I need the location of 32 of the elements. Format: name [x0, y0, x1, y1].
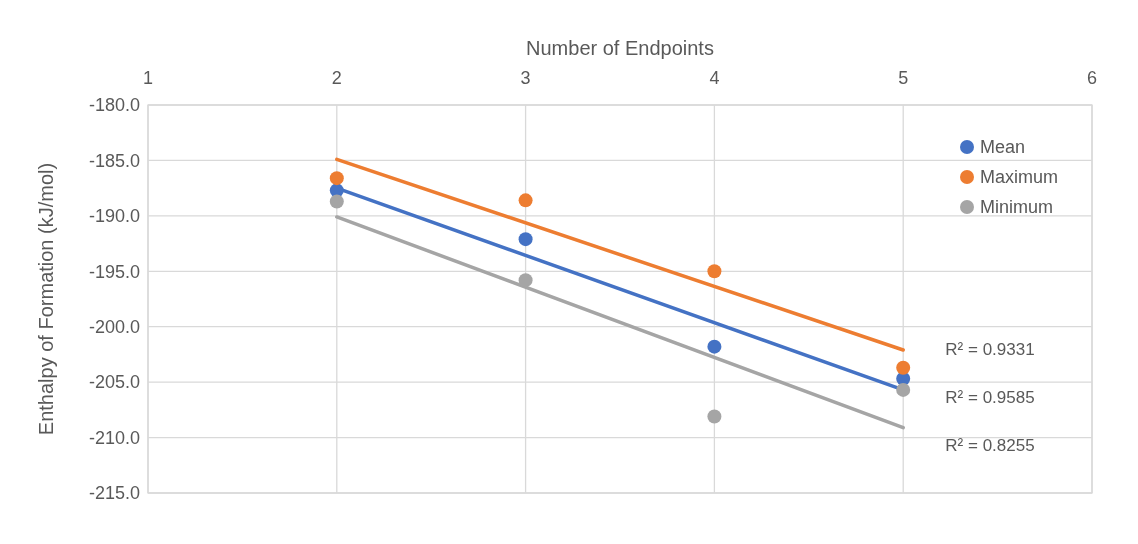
y-tick-label: -200.0	[88, 317, 140, 338]
annotation: R² = 0.9331	[945, 339, 1035, 359]
point	[707, 339, 722, 354]
point	[896, 360, 911, 375]
point	[329, 171, 344, 186]
y-tick-label: -215.0	[88, 483, 140, 504]
point	[896, 382, 911, 397]
x-tick-label: 3	[520, 68, 531, 88]
x-tick-label: 5	[898, 68, 909, 88]
x-tick-label: 4	[709, 68, 720, 88]
y-tick-label: -205.0	[88, 372, 140, 393]
legend-label: Minimum	[980, 197, 1054, 218]
point	[518, 232, 533, 247]
y-tick-label: -180.0	[88, 95, 140, 116]
point	[518, 273, 533, 288]
annotation: R² = 0.9585	[945, 387, 1035, 407]
x-tick-label: 6	[1086, 68, 1098, 88]
y-tick-label: -185.0	[88, 150, 140, 171]
x-axis-title: Number of Endpoints	[526, 37, 714, 59]
y-axis-title: Enthalpy of Formation (kJ/mol)	[35, 162, 57, 436]
point	[707, 409, 722, 424]
legend-label: Maximum	[980, 167, 1059, 188]
x-tick-label: 2	[331, 68, 342, 88]
point	[707, 264, 722, 279]
legend-label: Mean	[980, 137, 1026, 158]
point	[518, 193, 533, 208]
y-tick-label: -190.0	[88, 206, 140, 227]
y-tick-label: -195.0	[88, 261, 140, 282]
x-tick-label: 1	[142, 68, 154, 88]
y-tick-label: -210.0	[88, 427, 140, 448]
point	[329, 194, 344, 209]
annotation: R² = 0.8255	[945, 435, 1035, 455]
